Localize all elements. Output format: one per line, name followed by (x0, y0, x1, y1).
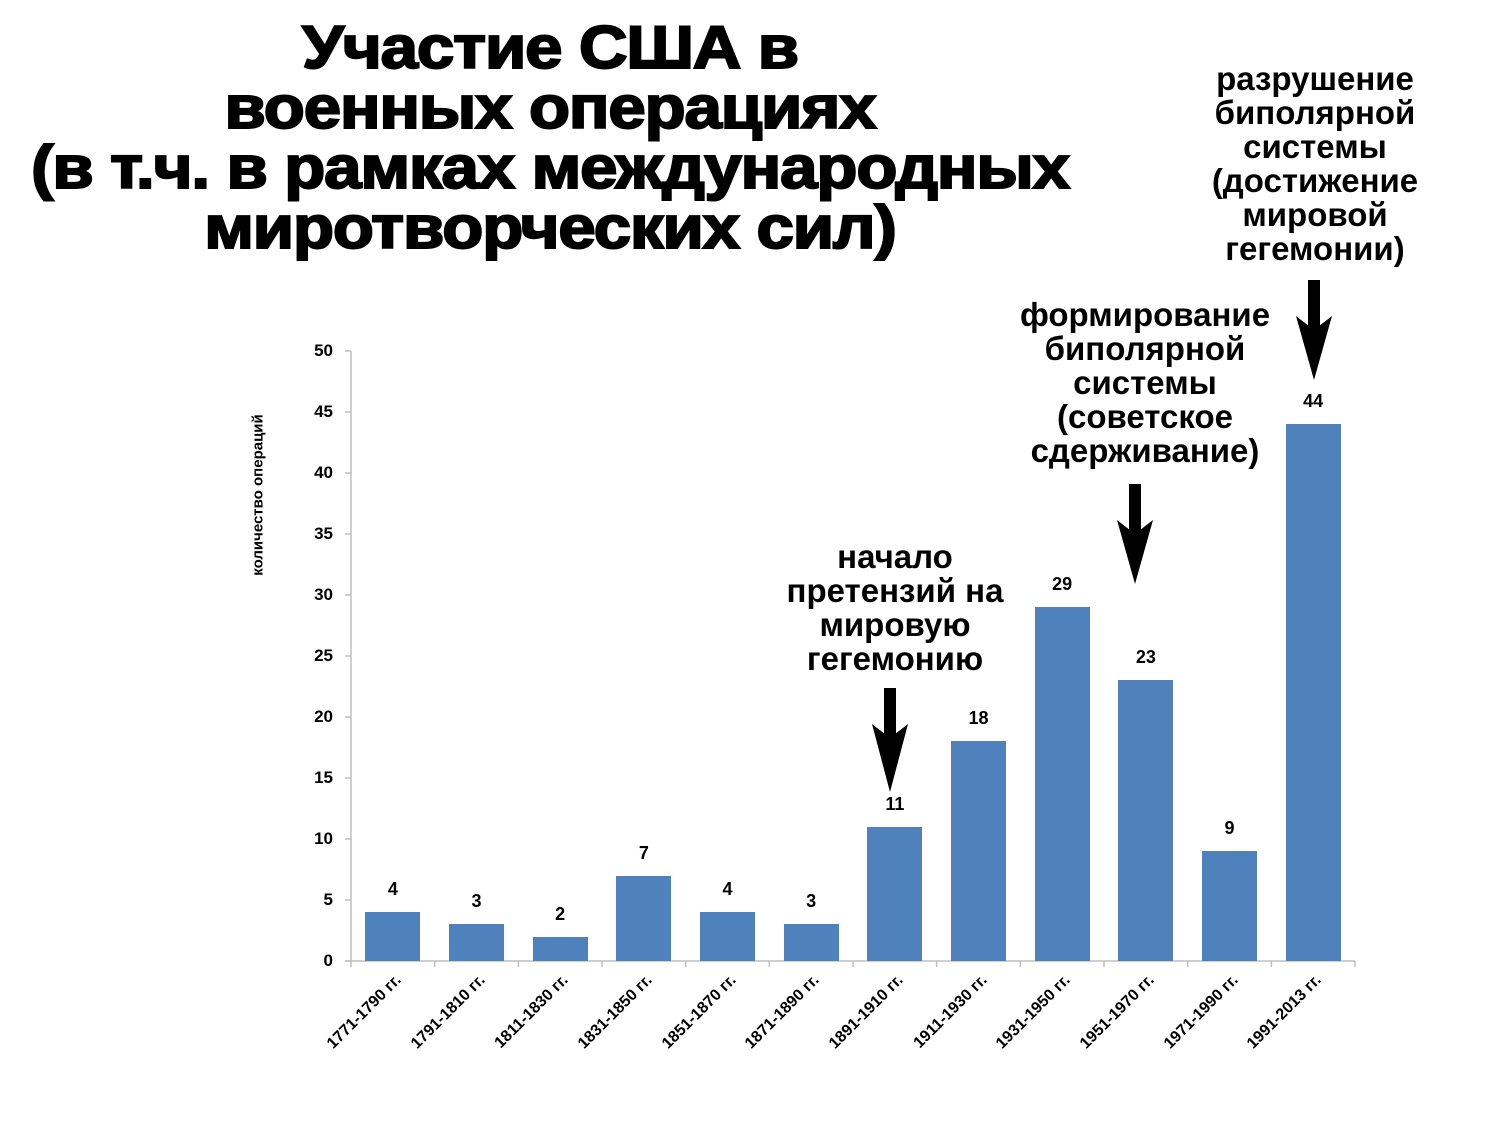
y-tick-label: 10 (314, 829, 333, 848)
bar (951, 741, 1006, 961)
y-tick-label: 25 (314, 646, 333, 665)
title-line: военных операциях (223, 74, 877, 141)
annotation-line: (достижение (1211, 162, 1419, 199)
bar (1034, 607, 1090, 961)
bar (867, 826, 923, 961)
bar-value-label: 11 (885, 793, 905, 814)
y-tick-label: 35 (314, 524, 333, 543)
annotation-bipolar-destruction: разрушение биполярной системы (достижени… (1165, 62, 1465, 266)
bar-value-label: 9 (1224, 818, 1235, 839)
bar (1285, 424, 1341, 961)
annotation-line: формирование (1019, 296, 1271, 333)
annotation-line: гегемонии) (1225, 230, 1405, 267)
annotation-line: мировую (819, 606, 971, 643)
bar (365, 912, 421, 961)
bar-value-label: 29 (1052, 574, 1073, 595)
annotation-line: разрушение (1216, 60, 1414, 97)
bar (1118, 680, 1174, 961)
annotation-line: (советское (1057, 398, 1233, 435)
bar-value-label: 3 (471, 891, 482, 912)
bar (783, 924, 839, 961)
y-tick-label: 45 (314, 402, 333, 421)
annotation-line: претензий на (786, 572, 1004, 609)
bar (700, 912, 755, 961)
page-title: Участие США в военных операциях (в т.ч. … (0, 14, 1166, 261)
annotation-line: гегемонию (806, 640, 984, 677)
y-tick-label: 0 (323, 951, 333, 970)
bar-value-label: 4 (387, 879, 398, 900)
y-tick-label: 15 (314, 768, 333, 787)
bar-value-label: 23 (1135, 647, 1156, 668)
annotation-line: мировой (1242, 196, 1388, 233)
bar (616, 875, 672, 961)
annotation-line: сдерживание) (1030, 432, 1260, 469)
arrow-down-icon (872, 688, 908, 792)
bar-value-label: 44 (1303, 391, 1324, 412)
annotation-line: начало (837, 538, 953, 575)
arrow-down-icon (1296, 280, 1332, 380)
y-tick-label: 40 (314, 463, 333, 482)
annotation-bipolar-formation: формирование биполярной системы (советск… (995, 298, 1295, 468)
title-line: миротворческих сил) (203, 194, 898, 261)
bar (449, 924, 504, 961)
bar-value-label: 4 (722, 879, 733, 900)
y-tick-label: 20 (314, 707, 333, 726)
annotation-line: биполярной (1214, 94, 1416, 131)
bar-value-label: 18 (968, 708, 989, 729)
annotation-line: биполярной (1044, 330, 1246, 367)
bar (532, 936, 588, 961)
annotation-line: системы (1243, 128, 1387, 165)
annotation-line: системы (1073, 364, 1217, 401)
y-tick-label: 50 (314, 341, 333, 360)
bar-value-label: 2 (555, 903, 566, 924)
bar (1202, 851, 1257, 961)
title-line: Участие США в (301, 14, 800, 81)
bar-value-label: 7 (638, 842, 649, 863)
title-line: (в т.ч. в рамках международных (30, 134, 1071, 201)
y-tick-label: 30 (314, 585, 333, 604)
y-tick-label: 5 (323, 890, 333, 909)
annotation-hegemony-start: начало претензий на мировую гегемонию (745, 540, 1045, 676)
bar-value-label: 3 (806, 891, 817, 912)
arrow-down-icon (1117, 484, 1153, 584)
